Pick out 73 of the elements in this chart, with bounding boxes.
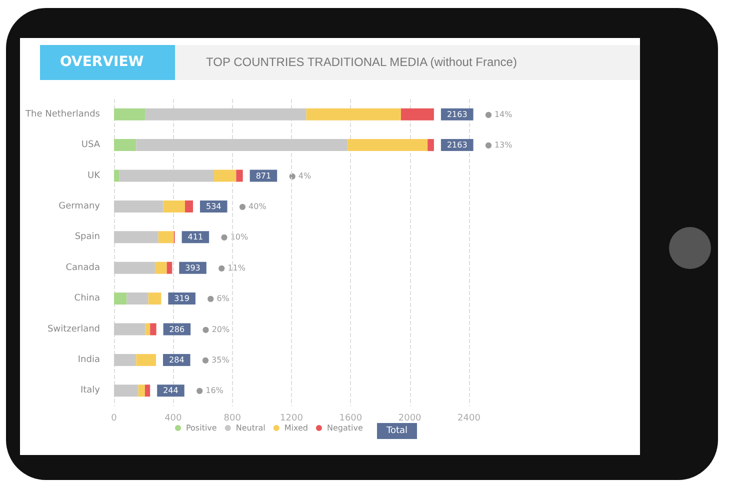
- y-tick-label: Italy: [80, 386, 101, 396]
- y-tick-label: USA: [81, 140, 101, 150]
- total-label: 244: [163, 386, 178, 396]
- bar: [236, 170, 243, 182]
- text: Total: [385, 426, 408, 436]
- y-tick-label: Canada: [66, 262, 100, 273]
- y-tick-label: India: [78, 354, 100, 365]
- bar: [114, 323, 146, 336]
- bar: [306, 108, 401, 120]
- bar: [185, 200, 193, 212]
- bar: [400, 108, 434, 120]
- text: ● 14%: [484, 110, 513, 119]
- bar: [114, 139, 136, 152]
- total-label: 871: [256, 171, 272, 180]
- total-label: 411: [188, 232, 204, 242]
- x-tick-label: 0: [111, 414, 118, 424]
- total-label: 286: [169, 324, 185, 334]
- chart-subtitle: TOP COUNTRIES TRADITIONAL MEDIA (without France): [206, 55, 517, 69]
- x-tick-label: 2400: [458, 414, 481, 424]
- bar: [163, 200, 185, 212]
- total-label: 319: [174, 294, 190, 304]
- bar: [144, 384, 150, 397]
- legend-label: Negative: [326, 424, 363, 432]
- y-tick-label: China: [74, 294, 100, 304]
- x-tick-label: 1200: [280, 414, 304, 424]
- x-tick-label: 1600: [339, 414, 362, 424]
- annotation: ● 40%: [238, 202, 267, 211]
- annotation: ● 16%: [196, 386, 224, 396]
- bar: [114, 262, 155, 274]
- bar: [348, 139, 428, 152]
- bar: [136, 139, 348, 152]
- bar: [145, 108, 306, 120]
- y-tick-label: Germany: [58, 201, 101, 212]
- bar: [114, 354, 136, 366]
- bar: [126, 292, 148, 305]
- bar: [145, 323, 150, 336]
- annotation: ● 6%: [207, 294, 230, 304]
- bar: [158, 231, 174, 244]
- legend-label: Mixed: [284, 424, 308, 432]
- annotation: ● 35%: [202, 355, 230, 364]
- total-label: 284: [169, 355, 184, 364]
- x-tick-label: 800: [224, 414, 242, 424]
- bar: [166, 262, 172, 274]
- x-tick-label: 2000: [398, 414, 422, 424]
- bar: [114, 108, 146, 120]
- bar: [148, 292, 162, 305]
- bar: [114, 292, 127, 305]
- bar: [138, 384, 145, 397]
- bar: [214, 170, 236, 182]
- y-tick-label: Switzerland: [48, 324, 100, 334]
- bar: [114, 170, 120, 182]
- total-label: 2163: [446, 110, 468, 119]
- bar: [150, 323, 156, 336]
- total-label: 534: [206, 202, 222, 211]
- legend-label: Neutral: [236, 424, 266, 432]
- bar: [154, 262, 167, 274]
- y-tick-label: UK: [88, 170, 102, 181]
- bar: [136, 354, 156, 366]
- bar: [114, 384, 138, 397]
- y-tick-label: The Netherlands: [24, 109, 100, 120]
- total-label: 2163: [446, 140, 468, 150]
- text: ● 13%: [484, 140, 513, 150]
- bar: [119, 170, 214, 182]
- total-label: 393: [185, 263, 200, 272]
- legend-label: Positive: [186, 424, 217, 432]
- chart-title: OVERVIEW: [60, 54, 144, 70]
- bar: [114, 200, 164, 212]
- bar: [114, 231, 158, 244]
- y-tick-label: Spain: [74, 232, 100, 242]
- bar: [428, 139, 434, 152]
- annotation: ● 20%: [202, 324, 230, 334]
- annotation: ● 11%: [218, 263, 246, 272]
- x-tick-label: 400: [164, 414, 182, 424]
